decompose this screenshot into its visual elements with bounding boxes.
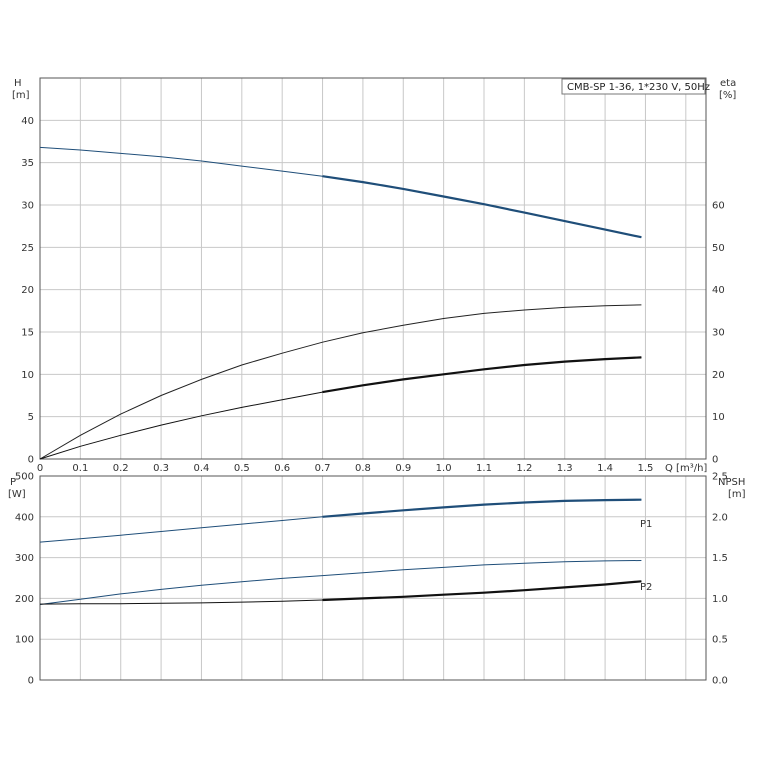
series-label-p1: P1 (640, 519, 652, 530)
right-tick-label: 0.0 (712, 676, 728, 687)
upper-series-group (39, 146, 642, 460)
lower-right-axis-unit: [m] (728, 489, 746, 500)
right-tick-label: 30 (712, 328, 725, 339)
series-2-line (39, 560, 642, 605)
left-tick-label: 100 (15, 635, 34, 646)
right-tick-label: 20 (712, 370, 725, 381)
lower-plot-frame (39, 475, 707, 681)
right-tick-label: 60 (712, 201, 725, 212)
left-tick-label: 500 (15, 472, 34, 483)
left-tick-label: 20 (21, 285, 34, 296)
series-3-line (39, 356, 642, 460)
lower-left-axis-label: P (10, 477, 16, 488)
series-1-line (39, 146, 642, 238)
left-tick-label: 200 (15, 594, 34, 605)
left-tick-label: 300 (15, 553, 34, 564)
upper-right-tick-labels: 0 10 20 30 40 50 60 (712, 201, 725, 466)
upper-left-tick-labels: 0 5 10 15 20 25 30 35 40 (21, 116, 34, 466)
x-tick-label: 0.6 (274, 463, 290, 474)
upper-right-axis-unit: [%] (719, 90, 736, 101)
series-3-operating-range (322, 580, 642, 602)
series-1-line (39, 499, 642, 543)
left-tick-label: 0 (28, 455, 34, 466)
right-tick-label: 10 (712, 412, 725, 423)
series-label-p2: P2 (640, 582, 652, 593)
upper-left-axis-label: H (14, 78, 22, 89)
left-tick-label: 15 (21, 328, 34, 339)
x-tick-label: 0.2 (113, 463, 129, 474)
x-tick-label: 0.7 (315, 463, 331, 474)
right-tick-label: 2.0 (712, 512, 728, 523)
right-tick-label: 40 (712, 285, 725, 296)
series-1-operating-range (322, 498, 642, 518)
x-tick-label: 0 (37, 463, 43, 474)
left-tick-label: 35 (21, 158, 34, 169)
lower-right-axis-label: NPSH (718, 477, 745, 488)
upper-left-axis-unit: [m] (12, 90, 30, 101)
left-tick-label: 25 (21, 243, 34, 254)
upper-grid (40, 78, 706, 459)
right-tick-label: 2.5 (712, 472, 728, 483)
left-tick-label: 30 (21, 201, 34, 212)
left-tick-label: 40 (21, 116, 34, 127)
right-tick-label: 1.5 (712, 553, 728, 564)
x-tick-label: 0.8 (355, 463, 371, 474)
x-tick-label: 0.1 (72, 463, 88, 474)
x-tick-label: 0.4 (194, 463, 210, 474)
left-tick-label: 5 (28, 412, 34, 423)
x-tick-label: 1.1 (476, 463, 492, 474)
x-tick-label: 0.9 (395, 463, 411, 474)
left-tick-label: 400 (15, 512, 34, 523)
right-tick-label: 50 (712, 243, 725, 254)
lower-series-group (39, 498, 642, 605)
x-tick-label: 1.4 (597, 463, 613, 474)
lower-grid (40, 476, 706, 680)
head-efficiency-panel: 0 5 10 15 20 25 30 35 40 0 10 20 30 40 50 60 0 0.1 0.2 0.… (12, 77, 736, 474)
x-tick-label: 1.0 (436, 463, 452, 474)
upper-x-tick-labels: 0 0.1 0.2 0.3 0.4 0.5 0.6 0.7 0.8 0.9 1.0 1.1 1.2 1.3… (37, 463, 654, 474)
legend-box (561, 78, 706, 95)
left-tick-label: 0 (28, 676, 34, 687)
x-axis-label: Q [m³/h] (665, 463, 707, 474)
upper-right-axis-label: eta (720, 78, 736, 89)
right-tick-label: 1.0 (712, 594, 728, 605)
left-tick-label: 10 (21, 370, 34, 381)
lower-left-tick-labels: 0 100 200 300 400 500 (15, 472, 34, 687)
x-tick-label: 0.5 (234, 463, 250, 474)
x-tick-label: 0.3 (153, 463, 169, 474)
upper-plot-frame (39, 77, 707, 460)
series-2-line (39, 304, 642, 460)
legend-text: CMB-SP 1-36, 1*230 V, 50Hz (567, 82, 710, 93)
lower-left-axis-unit: [W] (8, 489, 26, 500)
power-npsh-panel: 0 100 200 300 400 500 0.0 0.5 1.0 1.5 2.0 2.5 P [W… (8, 472, 746, 687)
x-tick-label: 1.5 (638, 463, 654, 474)
x-tick-label: 1.2 (516, 463, 532, 474)
right-tick-label: 0.5 (712, 635, 728, 646)
x-tick-label: 1.3 (557, 463, 573, 474)
series-1-operating-range (322, 175, 642, 239)
series-3-operating-range (322, 356, 642, 394)
lower-right-tick-labels: 0.0 0.5 1.0 1.5 2.0 2.5 (712, 472, 728, 687)
right-tick-label: 0 (712, 455, 718, 466)
